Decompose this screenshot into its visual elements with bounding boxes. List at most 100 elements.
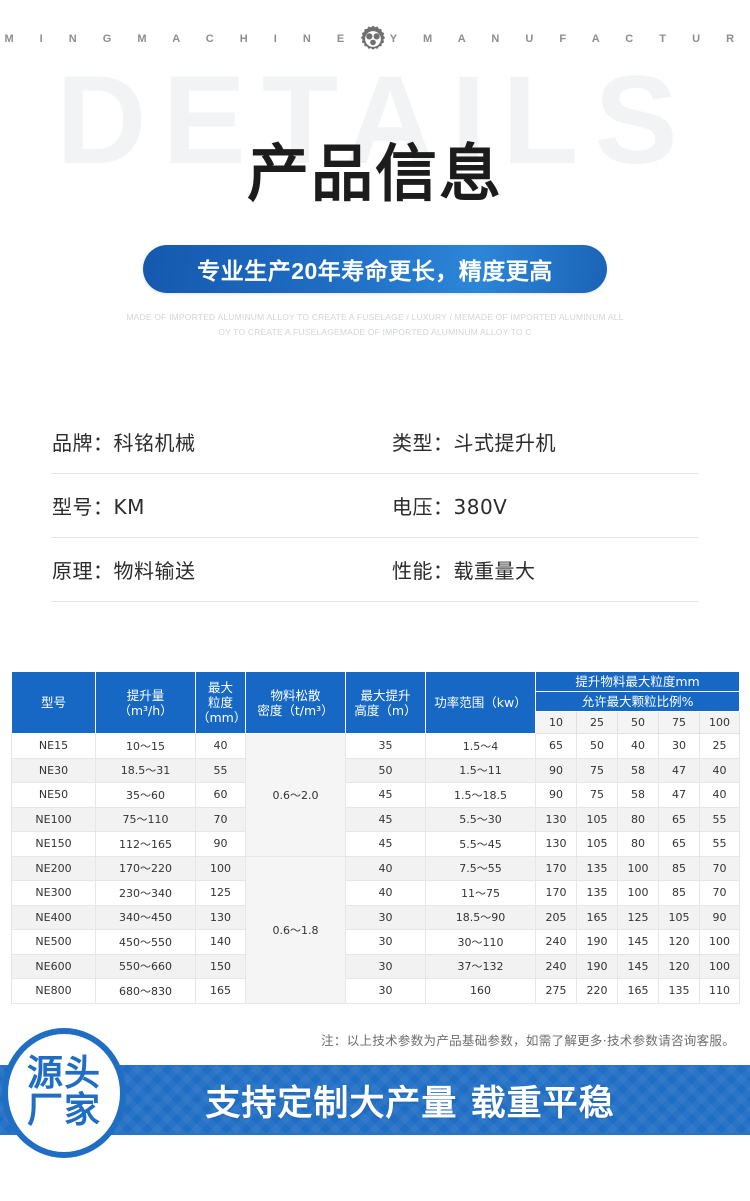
cell-ratio-100: 100	[698, 953, 741, 979]
th-bulk-density: 物料松散 密度（t/m³）	[245, 671, 346, 734]
cell-ratio-75: 47	[658, 782, 700, 808]
spec-list: 品牌：科铭机械 类型：斗式提升机 型号：KM 电压：380V 原理：物料输送 性…	[52, 410, 698, 602]
cell-ratio-10: 240	[535, 953, 577, 979]
th-max-height-l2: 高度（m）	[354, 702, 417, 718]
origin-badge-line1: 源头	[26, 1053, 101, 1095]
th-max-height-l1: 最大提升	[360, 687, 411, 703]
cell-power-range: 5.5～45	[425, 831, 536, 857]
th-max-particle-l3: （mm）	[197, 710, 247, 725]
cell-ratio-50: 40	[617, 733, 659, 759]
cell-ratio-10: 275	[535, 978, 577, 1004]
english-caption-line2: OY TO CREATE A FUSELAGEMADE OF IMPORTED …	[218, 327, 532, 337]
cell-ratio-100: 40	[698, 757, 741, 783]
table-row: NE100 75～110 70 45 5.5～30 130 105 80 65 55	[11, 806, 741, 832]
cell-capacity: 170～220	[95, 855, 196, 881]
cell-capacity: 35～60	[95, 782, 196, 808]
cell-ratio-25: 75	[576, 782, 618, 808]
cell-ratio-75: 120	[658, 929, 700, 955]
th-capacity-l2: （m³/h）	[118, 702, 173, 718]
spec-row: 型号：KM 电压：380V	[52, 474, 698, 538]
cell-capacity: 18.5～31	[95, 757, 196, 783]
cell-max-height: 30	[345, 929, 426, 955]
cell-ratio-25: 190	[576, 953, 618, 979]
cell-ratio-10: 90	[535, 757, 577, 783]
cell-ratio-25: 135	[576, 855, 618, 881]
cell-ratio-25: 105	[576, 806, 618, 832]
bottom-banner-text: 支持定制大产量 载重平稳	[205, 1083, 615, 1124]
th-model: 型号	[11, 671, 96, 734]
cell-model: NE600	[11, 953, 96, 979]
table-row: NE50 35～60 60 45 1.5～18.5 90 75 58 47 40	[11, 782, 741, 808]
th-max-particle-l1: 最大	[207, 680, 233, 695]
cell-ratio-75: 30	[658, 733, 700, 759]
cell-ratio-100: 90	[698, 904, 741, 930]
table-header-row-3: 10 25 50 75 100	[12, 711, 741, 734]
cell-ratio-10: 205	[535, 904, 577, 930]
cell-ratio-50: 80	[617, 831, 659, 857]
spec-brand: 品牌：科铭机械	[52, 431, 196, 455]
th-ratio-75: 75	[658, 711, 700, 734]
english-caption-line1: MADE OF IMPORTED ALUMINUM ALLOY TO CREAT…	[126, 312, 624, 322]
cell-ratio-100: 70	[698, 855, 741, 881]
parameter-table: 型号 提升量 （m³/h） 最大 粒度 （mm） 物料松散 密度（t/m³） 最大提升高…	[11, 671, 741, 1004]
table-row: NE15 10～15 40 0.6～2.0 35 1.5～4 65 50 40 30 25	[11, 733, 741, 857]
cell-ratio-10: 170	[535, 855, 577, 881]
cell-model: NE50	[11, 782, 96, 808]
th-group-title: 提升物料最大粒度mm	[534, 671, 741, 692]
cell-ratio-100: 55	[698, 806, 741, 832]
cell-ratio-75: 85	[658, 855, 700, 881]
th-ratio-100: 100	[698, 711, 741, 734]
slogan-text: 专业生产20年寿命更长，精度更高	[197, 258, 553, 284]
cell-max-particle: 100	[195, 855, 246, 881]
cell-power-range: 18.5～90	[425, 904, 536, 930]
th-max-height: 最大提升 高度（m）	[345, 671, 426, 734]
cell-ratio-25: 220	[576, 978, 618, 1004]
origin-badge-line2: 厂家	[26, 1090, 101, 1131]
cell-max-height: 50	[345, 757, 426, 783]
cell-model: NE800	[11, 978, 96, 1004]
cell-capacity: 450～550	[95, 929, 196, 955]
cell-capacity: 10～15	[95, 733, 196, 759]
table-row: NE500 450～550 140 30 30～110 240 190 145 120 100	[11, 929, 741, 955]
cell-ratio-50: 100	[617, 880, 659, 906]
cell-max-height: 45	[345, 831, 426, 857]
cell-capacity: 340～450	[95, 904, 196, 930]
cell-model: NE200	[11, 855, 96, 881]
cell-ratio-25: 75	[576, 757, 618, 783]
marquee-right-text: Y M A N U F A C T U R	[389, 33, 746, 45]
parameter-table-wrapper: 型号 提升量 （m³/h） 最大 粒度 （mm） 物料松散 密度（t/m³） 最大提升高…	[11, 671, 741, 1004]
spec-principle: 原理：物料输送	[52, 559, 196, 583]
cell-max-height: 30	[345, 953, 426, 979]
cell-ratio-75: 47	[658, 757, 700, 783]
th-group-subtitle: 允许最大颗粒比例%	[534, 691, 741, 712]
table-note: 注：以上技术参数为产品基础参数，如需了解更多·技术参数请咨询客服。	[321, 1033, 735, 1048]
table-row: NE600 550～660 150 30 37～132 240 190 145 120 100	[11, 953, 741, 979]
th-bulk-density-l1: 物料松散	[270, 687, 321, 703]
cell-ratio-50: 165	[617, 978, 659, 1004]
cell-power-range: 1.5～11	[425, 757, 536, 783]
cell-capacity: 112～165	[95, 831, 196, 857]
cell-power-range: 7.5～55	[425, 855, 536, 881]
cell-max-height: 45	[345, 782, 426, 808]
cell-power-range: 37～132	[425, 953, 536, 979]
cell-ratio-10: 90	[535, 782, 577, 808]
th-ratio-25: 25	[576, 711, 618, 734]
spec-type: 类型：斗式提升机	[392, 431, 556, 455]
cell-ratio-50: 125	[617, 904, 659, 930]
cell-ratio-75: 120	[658, 953, 700, 979]
cell-max-height: 40	[345, 855, 426, 881]
th-capacity-l1: 提升量	[126, 687, 165, 703]
spec-performance: 性能：载重量大	[392, 559, 536, 583]
cell-ratio-50: 58	[617, 757, 659, 783]
th-max-particle: 最大 粒度 （mm）	[195, 671, 247, 734]
cell-model: NE400	[11, 904, 96, 930]
th-power-range: 功率范围（kw）	[425, 671, 536, 734]
cell-bulk-density: 0.6～1.8	[245, 855, 346, 1004]
table-head: 型号 提升量 （m³/h） 最大 粒度 （mm） 物料松散 密度（t/m³） 最大提升高…	[11, 671, 741, 734]
cell-max-particle: 140	[195, 929, 246, 955]
table-row: NE300 230～340 125 40 11～75 170 135 100 85 70	[11, 880, 741, 906]
cell-ratio-100: 40	[698, 782, 741, 808]
cell-ratio-25: 105	[576, 831, 618, 857]
cell-ratio-75: 65	[658, 831, 700, 857]
cell-power-range: 11～75	[425, 880, 536, 906]
